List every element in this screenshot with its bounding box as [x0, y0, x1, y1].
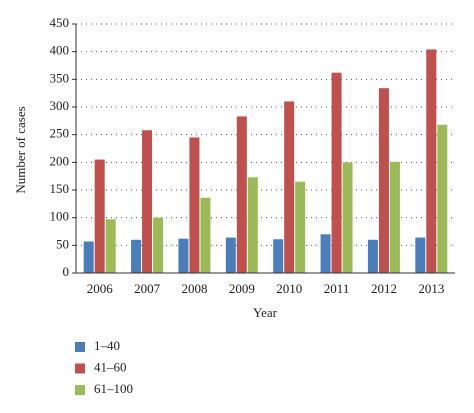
bar: [225, 237, 236, 273]
y-tick-label: 350: [50, 70, 70, 85]
y-tick-label: 400: [50, 43, 70, 58]
bar: [367, 239, 378, 273]
y-tick-label: 150: [50, 181, 70, 196]
legend-swatch: [75, 385, 85, 395]
bar: [247, 177, 258, 273]
legend-label: 1–40: [94, 338, 120, 353]
bar: [273, 239, 284, 273]
bar: [83, 241, 94, 273]
x-tick-label: 2006: [87, 281, 114, 296]
bar: [342, 162, 353, 273]
y-tick-label: 50: [56, 236, 69, 251]
bar: [153, 217, 164, 273]
x-tick-label: 2010: [276, 281, 302, 296]
bar: [426, 49, 437, 273]
legend-swatch: [75, 363, 85, 374]
y-tick-label: 200: [50, 153, 70, 168]
y-tick-label: 0: [63, 264, 70, 279]
bar: [142, 130, 153, 273]
bar: [284, 101, 295, 273]
y-tick-label: 100: [50, 209, 70, 224]
x-tick-label: 2008: [181, 281, 207, 296]
bar: [189, 137, 200, 273]
y-tick-label: 250: [50, 126, 70, 141]
bar: [94, 159, 105, 273]
bar: [389, 161, 400, 273]
y-axis-title: Number of cases: [13, 106, 28, 193]
x-tick-label: 2009: [229, 281, 255, 296]
bar: [437, 124, 448, 273]
bar: [178, 238, 189, 273]
legend-swatch: [75, 342, 85, 352]
x-tick-label: 2012: [371, 281, 397, 296]
x-axis-title: Year: [253, 305, 278, 320]
y-tick-label: 300: [50, 98, 70, 113]
legend-label: 61–100: [94, 381, 133, 396]
legend-label: 41–60: [94, 359, 127, 374]
bar: [200, 197, 211, 273]
bar: [415, 237, 426, 273]
bar: [295, 181, 306, 273]
bar: [320, 234, 331, 273]
x-tick-label: 2007: [134, 281, 161, 296]
bar: [331, 72, 342, 274]
x-tick-label: 2011: [324, 281, 350, 296]
x-tick-label: 2013: [418, 281, 444, 296]
bar: [105, 219, 116, 273]
bar: [131, 239, 142, 273]
bar: [378, 88, 389, 273]
y-tick-label: 450: [50, 15, 70, 30]
bar: [236, 116, 247, 273]
